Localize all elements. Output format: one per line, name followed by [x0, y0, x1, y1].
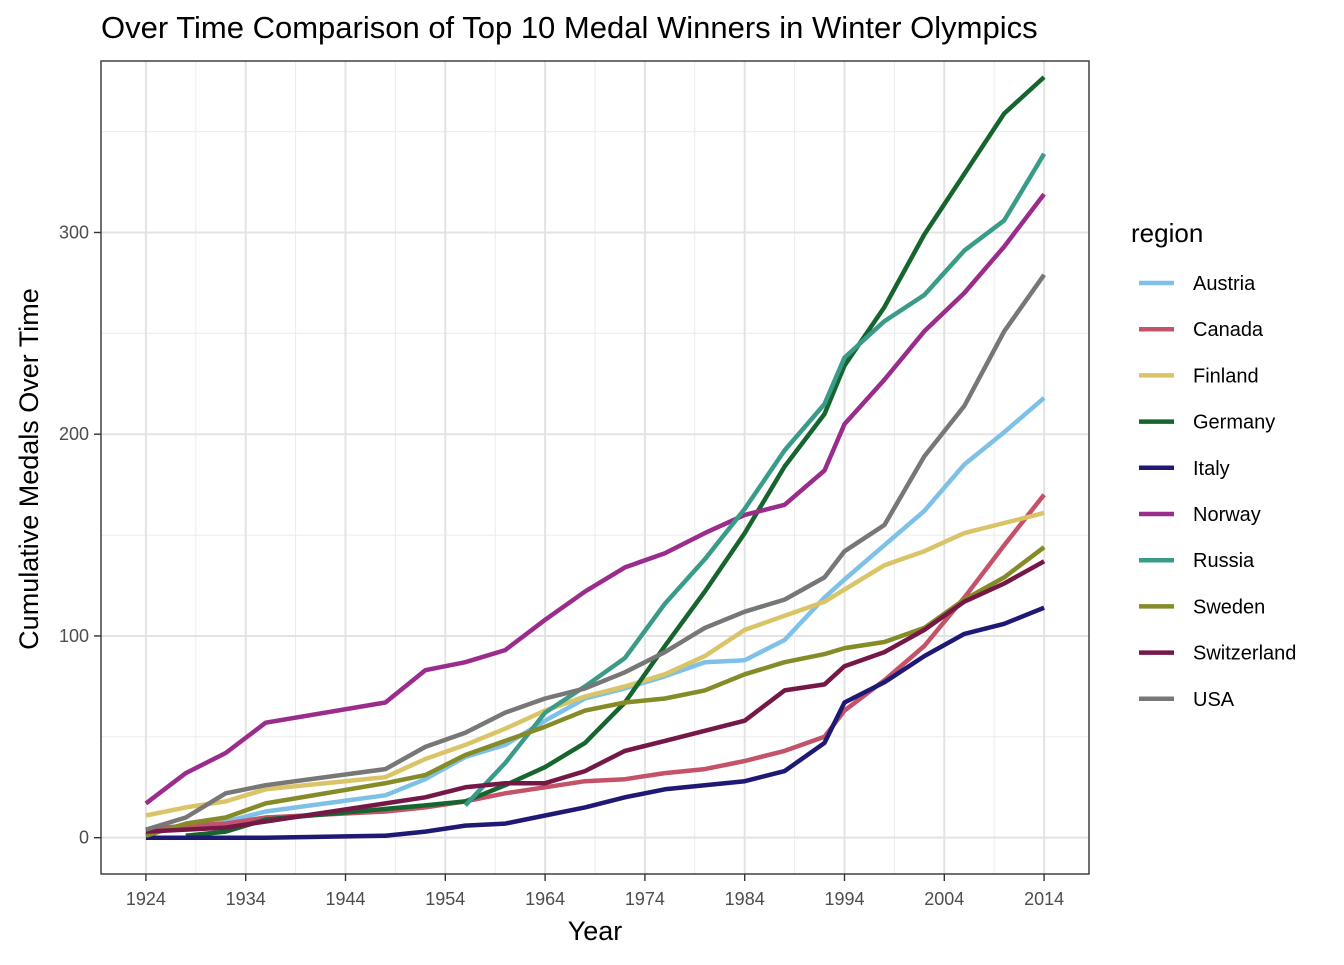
legend-label: USA [1193, 689, 1235, 711]
series-line-norway [144, 192, 1046, 806]
x-tick-label: 1954 [425, 889, 465, 909]
series-line-switzerland [145, 559, 1046, 834]
x-tick-label: 1974 [625, 889, 665, 909]
y-tick-label: 0 [79, 828, 89, 848]
legend-title: region [1131, 218, 1203, 248]
legend-label: Norway [1193, 504, 1261, 526]
y-tick-label: 200 [59, 424, 89, 444]
x-axis-label: Year [568, 916, 623, 946]
legend-item-norway: Norway [1139, 504, 1261, 526]
plot-border [100, 60, 1090, 875]
x-tick-label: 1984 [725, 889, 765, 909]
legend-label: Finland [1193, 365, 1259, 387]
y-axis: 0 100 200 300 [59, 222, 101, 848]
legend-item-russia: Russia [1139, 550, 1255, 572]
x-tick-label: 1994 [824, 889, 864, 909]
legend-label: Austria [1193, 273, 1256, 295]
chart-title: Over Time Comparison of Top 10 Medal Win… [101, 10, 1038, 45]
y-tick-label: 300 [59, 222, 89, 242]
legend-label: Canada [1193, 319, 1264, 341]
y-tick-label: 100 [59, 626, 89, 646]
x-tick-label: 1934 [226, 889, 266, 909]
series-lines [144, 75, 1047, 840]
legend-item-finland: Finland [1139, 365, 1259, 387]
x-tick-label: 1944 [325, 889, 365, 909]
x-tick-label: 1924 [126, 889, 166, 909]
legend-item-austria: Austria [1139, 273, 1256, 295]
x-tick-label: 2004 [924, 889, 964, 909]
legend-item-usa: USA [1139, 689, 1235, 711]
series-line-germany [185, 75, 1046, 838]
x-tick-label: 2014 [1024, 889, 1064, 909]
series-line-usa [145, 273, 1046, 832]
legend-label: Sweden [1193, 596, 1265, 618]
legend-item-sweden: Sweden [1139, 596, 1265, 618]
legend-item-canada: Canada [1139, 319, 1264, 341]
legend-item-italy: Italy [1139, 458, 1230, 480]
legend: region Austria Canada Finland Germany Italy N… [1131, 218, 1296, 711]
y-axis-label: Cumulative Medals Over Time [14, 288, 44, 650]
legend-label: Russia [1193, 550, 1255, 572]
series-line-russia [463, 152, 1047, 807]
x-tick-label: 1964 [525, 889, 565, 909]
legend-item-germany: Germany [1139, 412, 1275, 434]
legend-label: Switzerland [1193, 643, 1296, 665]
series-line-italy [145, 605, 1045, 840]
series-line-finland [145, 510, 1045, 818]
legend-label: Germany [1193, 412, 1275, 434]
legend-item-switzerland: Switzerland [1139, 643, 1296, 665]
legend-label: Italy [1193, 458, 1230, 480]
series-line-sweden [145, 545, 1046, 838]
x-axis: 1924 1934 1944 1954 1964 1974 1984 1994 2004 2014 [126, 874, 1064, 909]
grid-lines [101, 61, 1089, 874]
